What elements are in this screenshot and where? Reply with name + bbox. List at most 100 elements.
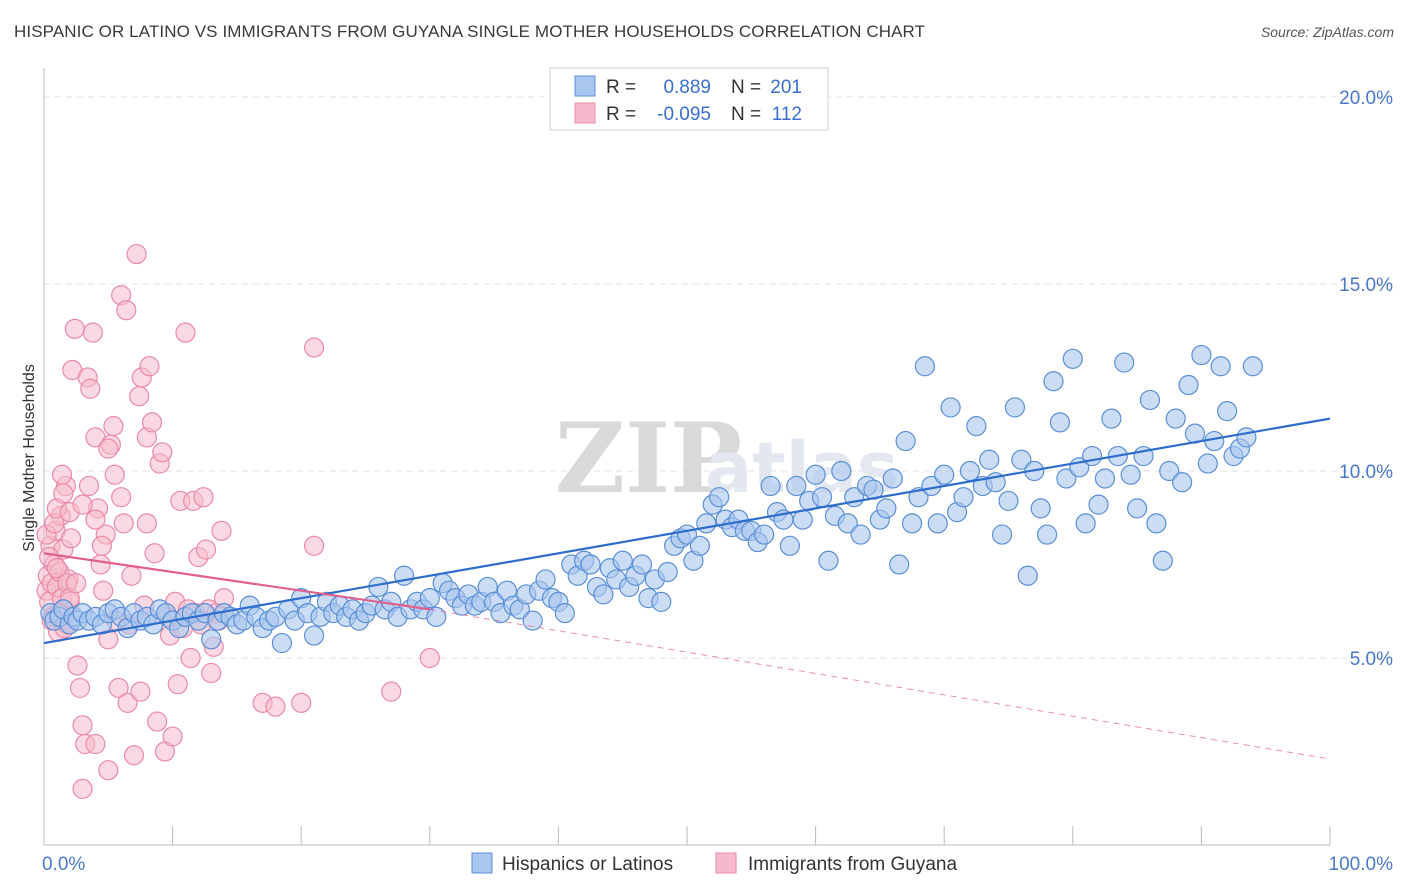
legend-pink-r-label: R = xyxy=(606,104,636,125)
hispanic-point-160 xyxy=(1056,468,1077,489)
hispanic-point-94 xyxy=(631,554,653,575)
guyana-point-69 xyxy=(162,726,183,747)
hispanic-point-165 xyxy=(1088,494,1109,515)
guyana-point-32 xyxy=(67,655,88,676)
hispanic-point-118 xyxy=(786,475,807,497)
guyana-point-38 xyxy=(82,322,103,343)
trend-lines xyxy=(43,417,1331,760)
hispanic-point-98 xyxy=(657,561,678,583)
hispanic-point-185 xyxy=(1217,401,1238,422)
hispanic-point-104 xyxy=(696,513,717,534)
legend-pink-n-value: 112 xyxy=(772,104,802,125)
series-legend: Hispanics or Latinos Immigrants from Guy… xyxy=(471,852,957,875)
guyana-point-51 xyxy=(116,300,137,321)
hispanic-point-27 xyxy=(201,629,222,650)
hispanic-point-159 xyxy=(1049,412,1071,433)
guyana-point-26 xyxy=(51,464,73,485)
hispanic-point-174 xyxy=(1146,513,1167,534)
guyana-point-94 xyxy=(72,494,93,515)
guyana-point-71 xyxy=(167,674,188,695)
y-axis-label: Single Mother Households xyxy=(21,364,38,552)
hispanic-point-182 xyxy=(1197,453,1218,474)
hispanic-point-117 xyxy=(779,535,800,556)
guyana-point-53 xyxy=(121,565,142,586)
guyana-point-102 xyxy=(85,733,106,755)
hispanic-point-136 xyxy=(901,513,923,534)
hispanic-point-146 xyxy=(966,416,987,437)
guyana-point-101 xyxy=(72,778,93,800)
guyana-point-82 xyxy=(195,539,217,560)
legend-pink-r-value: -0.095 xyxy=(657,104,711,125)
hispanic-point-181 xyxy=(1191,344,1212,366)
hispanic-point-140 xyxy=(927,513,948,534)
hispanic-point-121 xyxy=(805,464,826,485)
correlation-legend: R = 0.889 N = 201 R = -0.095 N = 112 xyxy=(549,67,829,131)
guyana-point-98 xyxy=(98,438,119,459)
hispanic-point-157 xyxy=(1036,524,1058,545)
hispanic-point-79 xyxy=(535,569,556,590)
source-label: Source: ZipAtlas.com xyxy=(1260,24,1394,40)
hispanic-point-43 xyxy=(303,625,325,646)
axes xyxy=(43,68,1331,846)
guyana-point-109 xyxy=(291,692,312,713)
hispanic-point-176 xyxy=(1159,460,1180,482)
hispanic-point-88 xyxy=(593,584,614,605)
hispanic-point-122 xyxy=(811,487,833,508)
hispanic-point-156 xyxy=(1030,498,1051,519)
legend-box xyxy=(549,67,829,131)
x-tick-label-1: 100.0% xyxy=(1329,854,1394,875)
guyana-point-60 xyxy=(139,356,160,377)
hispanic-point-128 xyxy=(850,524,871,545)
hispanic-point-62 xyxy=(426,606,447,627)
guyana-point-41 xyxy=(90,554,111,575)
hispanic-point-126 xyxy=(837,513,858,534)
legend-hispanics-label: Hispanics or Latinos xyxy=(502,854,673,875)
guyana-point-37 xyxy=(80,378,101,399)
legend-blue-n-label: N = xyxy=(731,77,761,98)
guyana-point-61 xyxy=(141,412,163,433)
hispanic-point-154 xyxy=(1017,565,1038,586)
hispanic-point-179 xyxy=(1178,374,1199,396)
guyana-point-48 xyxy=(108,677,129,699)
guyana-point-111 xyxy=(419,647,440,669)
legend-guyana-swatch xyxy=(715,852,737,874)
legend-blue-n-value: 201 xyxy=(770,77,802,98)
guyana-point-96 xyxy=(85,509,106,530)
guyana-point-63 xyxy=(147,711,168,732)
guyana-point-105 xyxy=(130,681,151,702)
hispanic-point-153 xyxy=(1011,449,1032,470)
hispanic-point-135 xyxy=(895,430,916,452)
hispanic-point-123 xyxy=(818,550,839,571)
hispanic-point-125 xyxy=(831,460,852,482)
guyana-point-31 xyxy=(64,318,85,339)
y-tick-label-3: 20.0% xyxy=(1339,88,1393,109)
legend-hispanics-swatch xyxy=(471,852,493,874)
hispanic-point-163 xyxy=(1075,513,1096,534)
hispanic-point-151 xyxy=(998,490,1019,512)
guyana-point-56 xyxy=(129,386,150,407)
hispanic-point-113 xyxy=(754,524,775,545)
hispanic-point-137 xyxy=(908,487,929,508)
chart-title: HISPANIC OR LATINO VS IMMIGRANTS FROM GU… xyxy=(14,22,926,41)
guyana-point-84 xyxy=(201,662,222,684)
hispanic-point-133 xyxy=(882,468,903,489)
guyana-point-112 xyxy=(303,337,325,358)
legend-blue-r-label: R = xyxy=(606,77,636,98)
guyana-point-65 xyxy=(152,442,173,463)
x-tick-label-0: 0.0% xyxy=(42,854,85,875)
guyana-point-55 xyxy=(126,243,147,265)
series-immigrants-from-guyana xyxy=(36,243,440,800)
guyana-point-106 xyxy=(136,513,157,534)
hispanic-point-142 xyxy=(940,397,961,418)
hispanic-point-189 xyxy=(1242,356,1263,377)
y-tick-label-2: 15.0% xyxy=(1339,275,1393,296)
hispanic-point-82 xyxy=(554,603,575,624)
hispanic-point-188 xyxy=(1236,427,1257,448)
guyana-point-113 xyxy=(381,681,402,702)
hispanic-point-169 xyxy=(1114,352,1135,373)
hispanic-point-158 xyxy=(1043,371,1064,392)
guyana-point-95 xyxy=(78,475,100,497)
guyana-point-97 xyxy=(91,535,112,556)
guyana-point-50 xyxy=(113,513,134,534)
